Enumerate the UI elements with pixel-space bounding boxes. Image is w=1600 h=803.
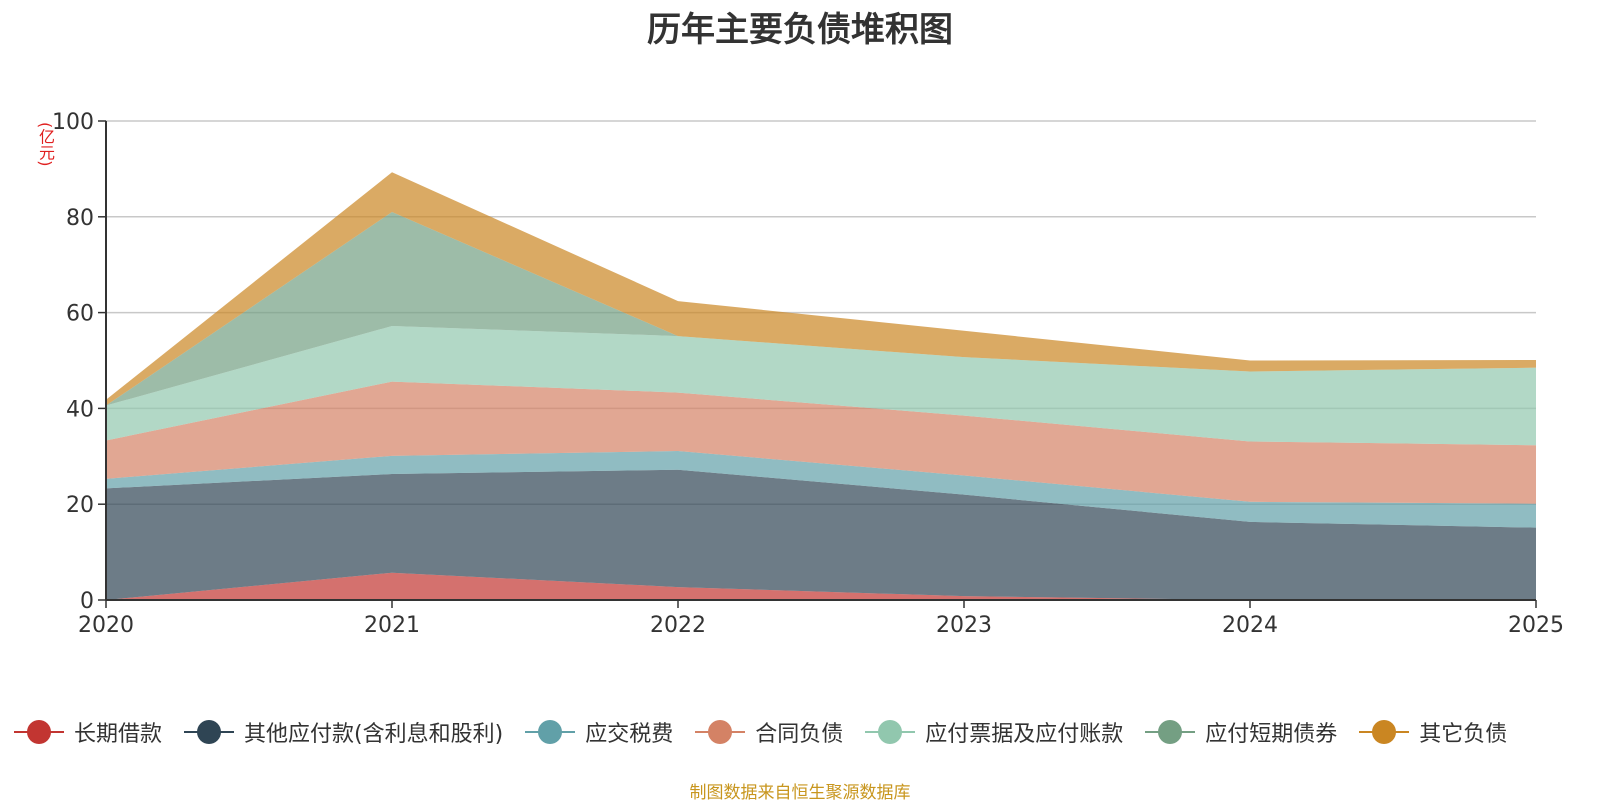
- y-tick-label: 0: [80, 589, 94, 614]
- legend-label: 其他应付款(含利息和股利): [244, 722, 504, 747]
- legend-item[interactable]: 合同负债: [695, 716, 843, 748]
- legend-marker-icon: [1359, 719, 1410, 745]
- legend-marker-icon: [1145, 719, 1196, 745]
- legend-label: 长期借款: [74, 722, 163, 747]
- x-tick-label: 2023: [936, 613, 992, 638]
- area-chart: 0 20 40 60 80 100 2020 2021 2022 2023 2024 2025: [52, 110, 1564, 638]
- legend-label: 应付短期债券: [1205, 722, 1338, 747]
- x-tick-label: 2022: [650, 613, 706, 638]
- legend-label: 应付票据及应付账款: [925, 722, 1124, 747]
- legend-item[interactable]: 其他应付款(含利息和股利): [184, 716, 503, 748]
- y-tick-label: 80: [66, 206, 94, 231]
- axes: 0 20 40 60 80 100 2020 2021 2022 2023 2024 2025: [52, 110, 1564, 638]
- legend-item[interactable]: 应交税费: [525, 716, 673, 748]
- legend: 长期借款 其他应付款(含利息和股利) 应交税费 合同负债 应付票据及应付账款 应付短期债券…: [14, 716, 1594, 748]
- y-tick-label: 100: [52, 110, 94, 135]
- chart-title: 历年主要负债堆积图: [647, 10, 953, 50]
- y-tick-label: 40: [66, 397, 94, 422]
- legend-item[interactable]: 其它负债: [1359, 716, 1507, 748]
- x-tick-label: 2020: [78, 613, 134, 638]
- area-series-2: [106, 451, 1536, 528]
- legend-item[interactable]: 长期借款: [14, 716, 162, 748]
- legend-marker-icon: [14, 719, 64, 745]
- y-tick-label: 60: [66, 302, 94, 327]
- area-series-0: [106, 572, 1536, 600]
- legend-label: 其它负债: [1419, 722, 1508, 747]
- legend-marker-icon: [184, 719, 235, 745]
- y-axis-unit-label: (亿元): [36, 122, 55, 167]
- stacked-areas: [106, 172, 1536, 600]
- legend-label: 合同负债: [755, 722, 844, 747]
- legend-label: 应交税费: [585, 722, 674, 747]
- x-tick-label: 2021: [364, 613, 420, 638]
- area-series-3: [106, 381, 1536, 504]
- area-series-6: [106, 172, 1536, 406]
- x-tick-label: 2025: [1508, 613, 1564, 638]
- legend-marker-icon: [865, 719, 916, 745]
- legend-marker-icon: [695, 719, 746, 745]
- area-series-1: [106, 469, 1536, 600]
- legend-item[interactable]: 应付票据及应付账款: [865, 716, 1123, 748]
- source-note: 制图数据来自恒生聚源数据库: [689, 783, 911, 803]
- legend-item[interactable]: 应付短期债券: [1145, 716, 1337, 748]
- area-series-4: [106, 326, 1536, 446]
- legend-marker-icon: [525, 719, 576, 745]
- x-tick-label: 2024: [1222, 613, 1278, 638]
- area-series-5: [106, 212, 1536, 406]
- y-tick-label: 20: [66, 493, 94, 518]
